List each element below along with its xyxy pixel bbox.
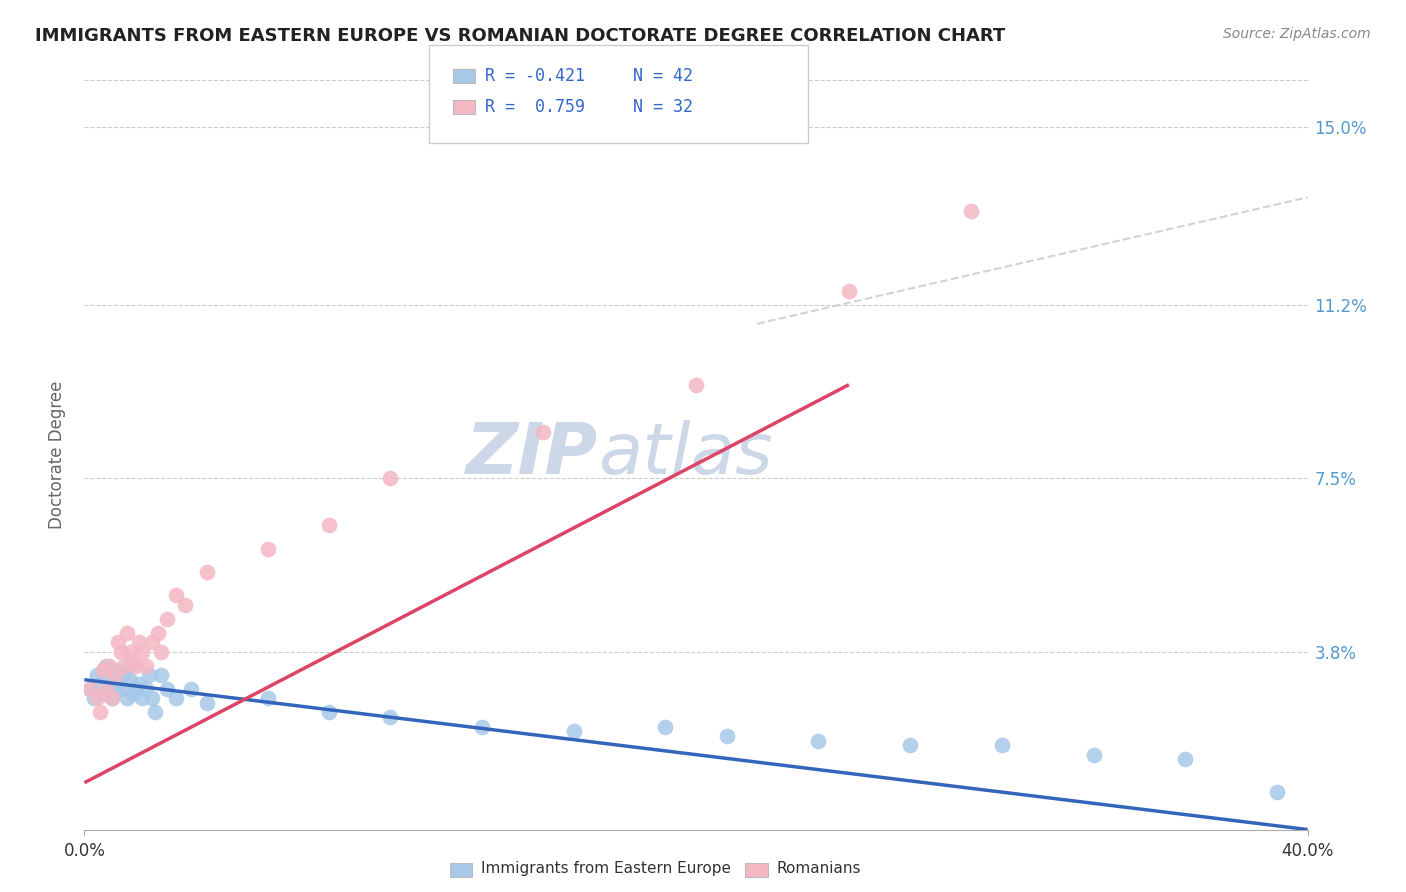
Point [143, 706, 166, 720]
Text: ZIP: ZIP [465, 420, 598, 490]
Point [195, 696, 218, 710]
Point [174, 598, 197, 612]
Point [86, 668, 108, 682]
Point [110, 682, 132, 697]
Point [97, 658, 120, 673]
Point [960, 204, 983, 219]
Point [135, 658, 157, 673]
Point [120, 658, 142, 673]
Point [104, 668, 127, 682]
Point [1265, 785, 1288, 799]
Point [195, 565, 218, 579]
Point [257, 541, 280, 556]
Point [128, 635, 150, 649]
Point [112, 658, 135, 673]
Point [149, 644, 172, 658]
Point [104, 682, 127, 697]
Point [257, 691, 280, 706]
Point [165, 589, 187, 603]
Point [380, 710, 402, 724]
Point [120, 644, 142, 658]
Point [107, 677, 129, 691]
Point [89, 706, 111, 720]
Point [1083, 747, 1105, 762]
Point [141, 691, 163, 706]
Point [115, 691, 138, 706]
Point [101, 691, 124, 706]
Point [135, 682, 157, 697]
Point [685, 377, 707, 392]
Point [89, 677, 111, 691]
Point [79, 682, 101, 697]
Point [83, 691, 105, 706]
Point [180, 682, 202, 697]
Point [146, 626, 169, 640]
Point [101, 691, 124, 706]
Point [141, 635, 163, 649]
Point [138, 668, 160, 682]
Point [79, 682, 101, 697]
Text: Source: ZipAtlas.com: Source: ZipAtlas.com [1223, 27, 1371, 41]
Text: atlas: atlas [598, 420, 773, 490]
Point [318, 518, 340, 533]
Point [531, 425, 554, 439]
Point [131, 644, 153, 658]
Point [112, 668, 135, 682]
Text: R =  0.759: R = 0.759 [485, 98, 585, 116]
Point [562, 724, 585, 739]
Point [716, 729, 738, 743]
Point [156, 612, 179, 626]
Point [91, 687, 114, 701]
Point [131, 691, 153, 706]
Point [128, 677, 150, 691]
Point [991, 739, 1014, 753]
Point [86, 691, 108, 706]
Text: Romanians: Romanians [776, 862, 860, 876]
Text: Immigrants from Eastern Europe: Immigrants from Eastern Europe [481, 862, 731, 876]
Point [165, 691, 187, 706]
Point [380, 471, 402, 485]
Point [94, 658, 117, 673]
Text: N = 32: N = 32 [633, 98, 693, 116]
Point [125, 682, 148, 697]
Point [156, 682, 179, 697]
Point [91, 664, 114, 678]
Point [807, 733, 830, 747]
Point [838, 284, 860, 298]
Point [1174, 752, 1197, 766]
Point [115, 626, 138, 640]
Point [120, 673, 142, 687]
Point [471, 719, 494, 733]
Point [318, 706, 340, 720]
Point [97, 673, 120, 687]
Point [107, 635, 129, 649]
Point [654, 719, 676, 733]
Point [110, 644, 132, 658]
Y-axis label: Doctorate Degree: Doctorate Degree [48, 381, 66, 529]
Point [149, 668, 172, 682]
Text: R = -0.421: R = -0.421 [485, 67, 585, 85]
Text: N = 42: N = 42 [633, 67, 693, 85]
Point [122, 687, 145, 701]
Point [94, 682, 117, 697]
Point [104, 664, 127, 678]
Point [125, 658, 148, 673]
Text: IMMIGRANTS FROM EASTERN EUROPE VS ROMANIAN DOCTORATE DEGREE CORRELATION CHART: IMMIGRANTS FROM EASTERN EUROPE VS ROMANI… [35, 27, 1005, 45]
Point [898, 739, 921, 753]
Point [122, 654, 145, 668]
